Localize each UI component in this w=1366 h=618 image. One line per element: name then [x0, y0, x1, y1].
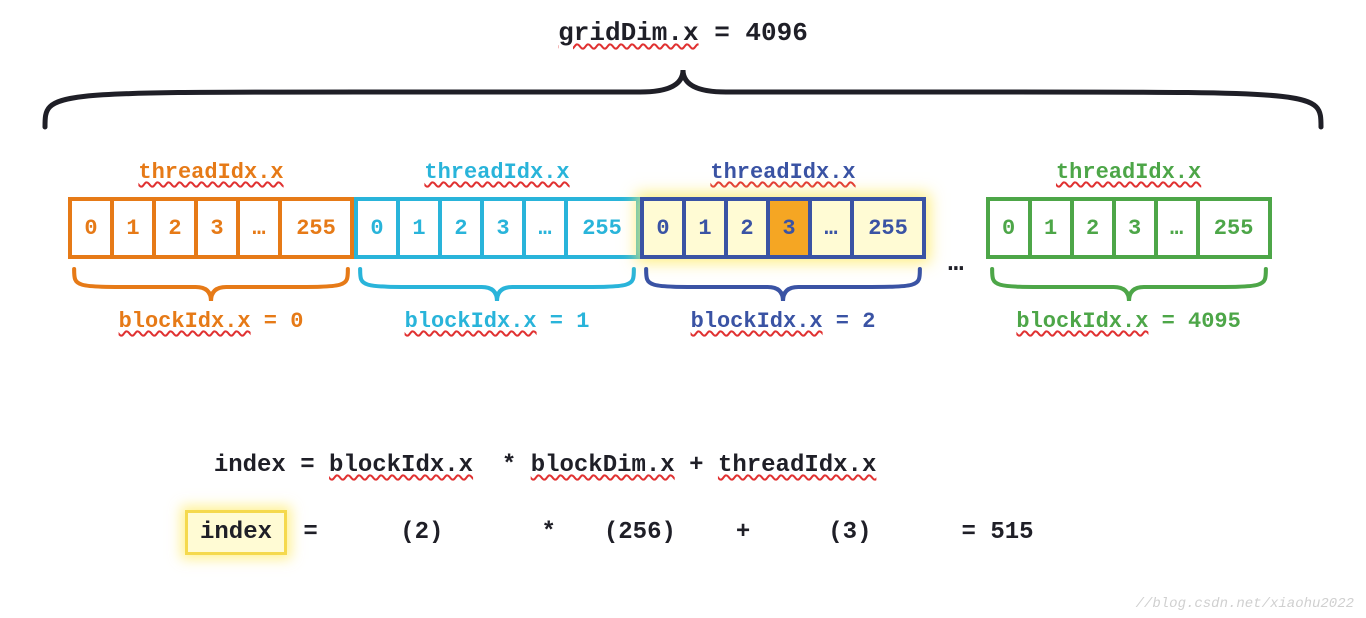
thread-cell: 255 [282, 201, 350, 255]
block-idx-label: blockIdx.x = 0 [119, 309, 304, 334]
thread-cell: 2 [156, 201, 198, 255]
thread-cell: 2 [1074, 201, 1116, 255]
thread-cells: 0123…255 [986, 197, 1272, 259]
thread-cell: 1 [114, 201, 156, 255]
grid-dim-name: gridDim.x [558, 18, 698, 48]
block-group-3: threadIdx.x 0123…255 blockIdx.x = 4095 [986, 160, 1272, 334]
grid-dim-label: gridDim.x = 4096 [0, 18, 1366, 48]
thread-cell: 3 [198, 201, 240, 255]
block-idx-label: blockIdx.x = 2 [691, 309, 876, 334]
grid-dim-value: 4096 [745, 18, 807, 48]
thread-cell: 2 [442, 201, 484, 255]
thread-cells: 0123…255 [354, 197, 640, 259]
thread-cells: 0123…255 [68, 197, 354, 259]
thread-idx-label: threadIdx.x [424, 160, 569, 185]
thread-cell: 3 [484, 201, 526, 255]
thread-cell: 0 [72, 201, 114, 255]
watermark: //blog.csdn.net/xiaohu2022 [1136, 596, 1354, 612]
block-group-0: threadIdx.x 0123…255 blockIdx.x = 0 [68, 160, 354, 334]
thread-cell: 255 [854, 201, 922, 255]
block-group-2: threadIdx.x 0123…255 blockIdx.x = 2 [640, 160, 926, 334]
thread-cell: 255 [568, 201, 636, 255]
thread-idx-label: threadIdx.x [710, 160, 855, 185]
thread-cell: 0 [358, 201, 400, 255]
block-group-1: threadIdx.x 0123…255 blockIdx.x = 1 [354, 160, 640, 334]
formula-general: index = blockIdx.x * blockDim.x + thread… [185, 425, 876, 479]
block-brace [354, 265, 640, 305]
block-brace [68, 265, 354, 305]
thread-cell: 255 [1200, 201, 1268, 255]
thread-cell: … [1158, 201, 1200, 255]
block-brace [986, 265, 1272, 305]
thread-cell: … [812, 201, 854, 255]
index-highlight: index [185, 510, 287, 555]
thread-idx-label: threadIdx.x [1056, 160, 1201, 185]
thread-cell: 1 [1032, 201, 1074, 255]
thread-idx-label: threadIdx.x [138, 160, 283, 185]
thread-cell: 3 [1116, 201, 1158, 255]
thread-cell: 1 [686, 201, 728, 255]
thread-cell: 3 [770, 201, 812, 255]
thread-cell: 0 [990, 201, 1032, 255]
thread-cells: 0123…255 [640, 197, 926, 259]
top-brace [40, 62, 1326, 132]
thread-cell: 0 [644, 201, 686, 255]
thread-cell: 1 [400, 201, 442, 255]
thread-cell: … [240, 201, 282, 255]
block-idx-label: blockIdx.x = 1 [405, 309, 590, 334]
blocks-ellipsis: … [926, 248, 986, 278]
block-idx-label: blockIdx.x = 4095 [1016, 309, 1240, 334]
formula-numeric: index = (2)*(256)+(3)= 515 [185, 510, 1034, 555]
thread-cell: 2 [728, 201, 770, 255]
blocks-row: threadIdx.x0123…255blockIdx.x = 0threadI… [68, 160, 1272, 334]
block-brace [640, 265, 926, 305]
thread-cell: … [526, 201, 568, 255]
